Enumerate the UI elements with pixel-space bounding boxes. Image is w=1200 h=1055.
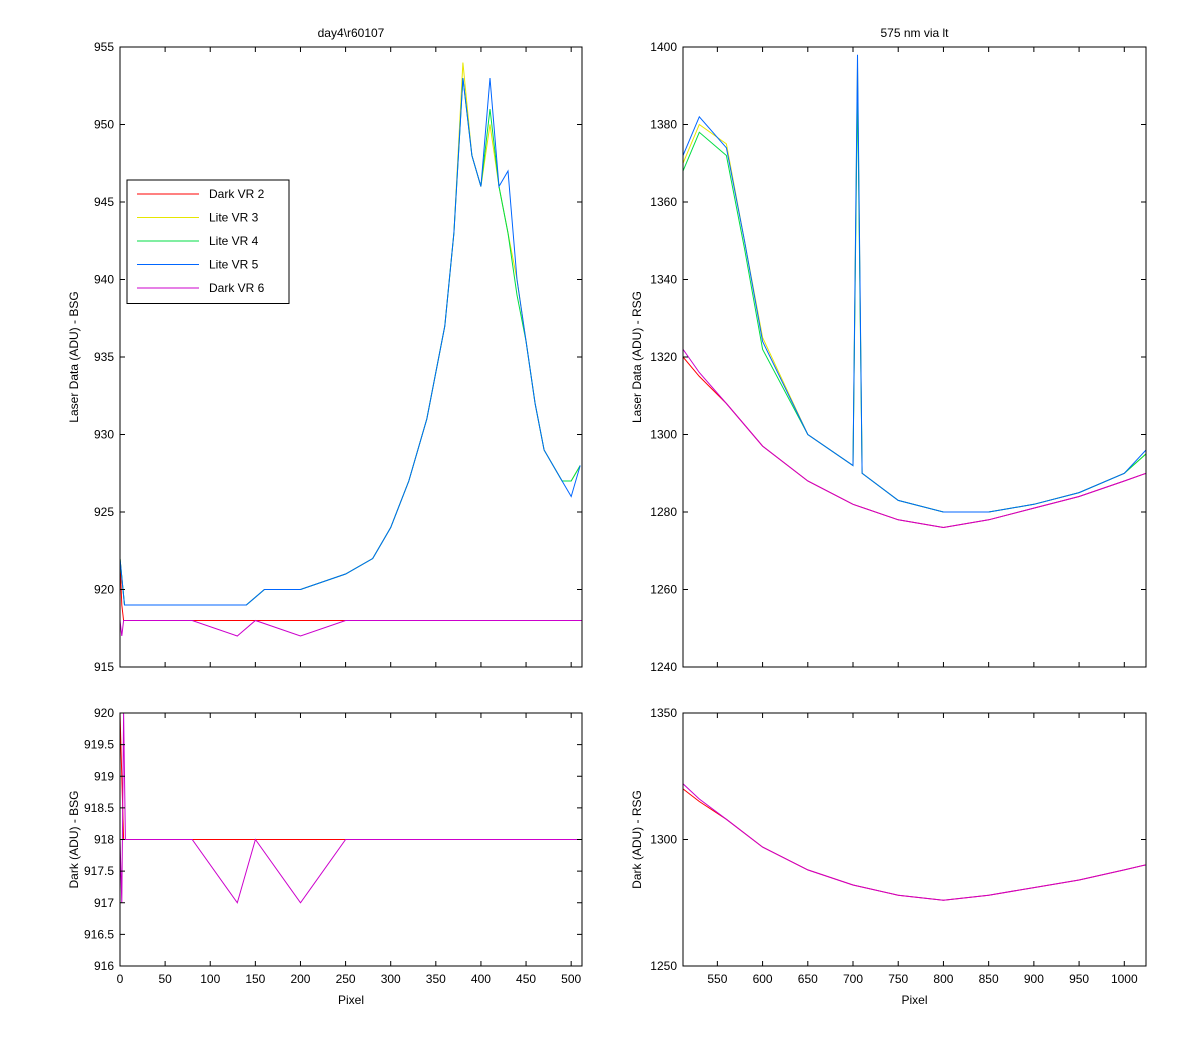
series-group	[683, 54, 1146, 529]
x-tick-label: 400	[471, 972, 491, 986]
x-tick-label: 900	[1024, 972, 1044, 986]
y-tick-label: 1240	[650, 660, 677, 674]
x-tick-label: 150	[245, 972, 265, 986]
series-group	[120, 62, 582, 637]
y-tick-label: 1360	[650, 195, 677, 209]
y-tick-label: 925	[94, 505, 114, 519]
x-tick-label: 50	[158, 972, 172, 986]
legend-entry-label: Dark VR 2	[209, 187, 265, 201]
legend-entry-label: Lite VR 3	[209, 211, 259, 225]
plot-area	[120, 47, 582, 667]
y-tick-label: 1400	[650, 40, 677, 54]
y-tick-label: 918.5	[84, 801, 114, 815]
panel-bottom-right: 1250 1300 1350 550 600 650 700 750 800 850 900 950 1…	[630, 706, 1147, 1007]
y-axis-label: Laser Data (ADU) - BSG	[67, 291, 81, 422]
y-tick-label: 1260	[650, 583, 677, 597]
y-tick-label: 919.5	[84, 738, 114, 752]
y-tick-label: 915	[94, 660, 114, 674]
x-tick-label: 700	[843, 972, 863, 986]
y-tick-label: 1340	[650, 273, 677, 287]
y-tick-label: 920	[94, 706, 114, 720]
y-tick-label: 916	[94, 959, 114, 973]
y-tick-label: 920	[94, 583, 114, 597]
series-line-lite-vr-5	[120, 77, 581, 606]
series-line-lite-vr-5	[683, 54, 1146, 513]
y-tick-label: 919	[94, 769, 114, 783]
x-tick-label: 1000	[1111, 972, 1138, 986]
x-tick-label: 750	[888, 972, 908, 986]
x-tick-label: 550	[707, 972, 727, 986]
legend-entry-label: Dark VR 6	[209, 281, 265, 295]
x-tick-label: 800	[933, 972, 953, 986]
panel-top-left: 915 920 925 930 935 940 945 950 955 day4\r60107 La…	[67, 26, 583, 674]
x-tick-label: 500	[561, 972, 581, 986]
panel-top-right: 1240 1260 1280 1300 1320 1340 1360 1380 1400 575 …	[630, 26, 1147, 674]
x-axis-label: Pixel	[901, 993, 927, 1007]
y-axis-label: Dark (ADU) - RSG	[630, 790, 644, 889]
y-tick-label: 1300	[650, 833, 677, 847]
y-tick-label: 945	[94, 195, 114, 209]
x-tick-label: 950	[1069, 972, 1089, 986]
y-tick-label: 955	[94, 40, 114, 54]
x-tick-label: 100	[200, 972, 220, 986]
panel-bottom-left: 916 916.5 917 917.5 918 918.5 919 919.5 920 0 50 10…	[67, 706, 583, 1007]
series-line-dark-vr-6	[120, 713, 582, 904]
y-tick-label: 1280	[650, 505, 677, 519]
y-tick-label: 1380	[650, 118, 677, 132]
x-tick-label: 200	[290, 972, 310, 986]
chart-title: day4\r60107	[318, 26, 385, 40]
y-tick-label: 1250	[650, 959, 677, 973]
y-tick-label: 916.5	[84, 927, 114, 941]
series-line-dark-vr-6	[683, 783, 1146, 901]
legend-entry-label: Lite VR 5	[209, 258, 259, 272]
x-tick-label: 850	[979, 972, 999, 986]
series-group	[683, 783, 1146, 901]
y-tick-label: 918	[94, 833, 114, 847]
y-tick-label: 1350	[650, 706, 677, 720]
x-axis-label: Pixel	[338, 993, 364, 1007]
x-tick-label: 350	[426, 972, 446, 986]
x-tick-label: 450	[516, 972, 536, 986]
chart-title: 575 nm via lt	[880, 26, 949, 40]
plot-area	[683, 713, 1146, 966]
y-tick-label: 940	[94, 273, 114, 287]
y-tick-label: 950	[94, 118, 114, 132]
legend: Dark VR 2 Lite VR 3 Lite VR 4 Lite VR 5 Dark…	[126, 179, 290, 304]
y-tick-label: 930	[94, 428, 114, 442]
legend-entry-label: Lite VR 4	[209, 234, 259, 248]
x-tick-label: 600	[753, 972, 773, 986]
y-axis-label: Dark (ADU) - BSG	[67, 790, 81, 888]
series-line-dark-vr-6	[683, 349, 1146, 529]
y-axis-label: Laser Data (ADU) - RSG	[630, 291, 644, 423]
x-tick-label: 300	[381, 972, 401, 986]
y-tick-label: 1300	[650, 428, 677, 442]
y-tick-label: 917	[94, 896, 114, 910]
x-tick-label: 0	[117, 972, 124, 986]
series-line-dark-vr-6	[120, 619, 582, 637]
y-tick-label: 935	[94, 350, 114, 364]
legend-box	[126, 179, 290, 304]
x-tick-label: 250	[336, 972, 356, 986]
x-tick-label: 650	[798, 972, 818, 986]
plot-area	[683, 47, 1146, 667]
y-tick-label: 1320	[650, 350, 677, 364]
y-tick-label: 917.5	[84, 864, 114, 878]
